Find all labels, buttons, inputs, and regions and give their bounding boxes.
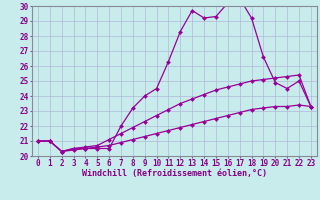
X-axis label: Windchill (Refroidissement éolien,°C): Windchill (Refroidissement éolien,°C) — [82, 169, 267, 178]
